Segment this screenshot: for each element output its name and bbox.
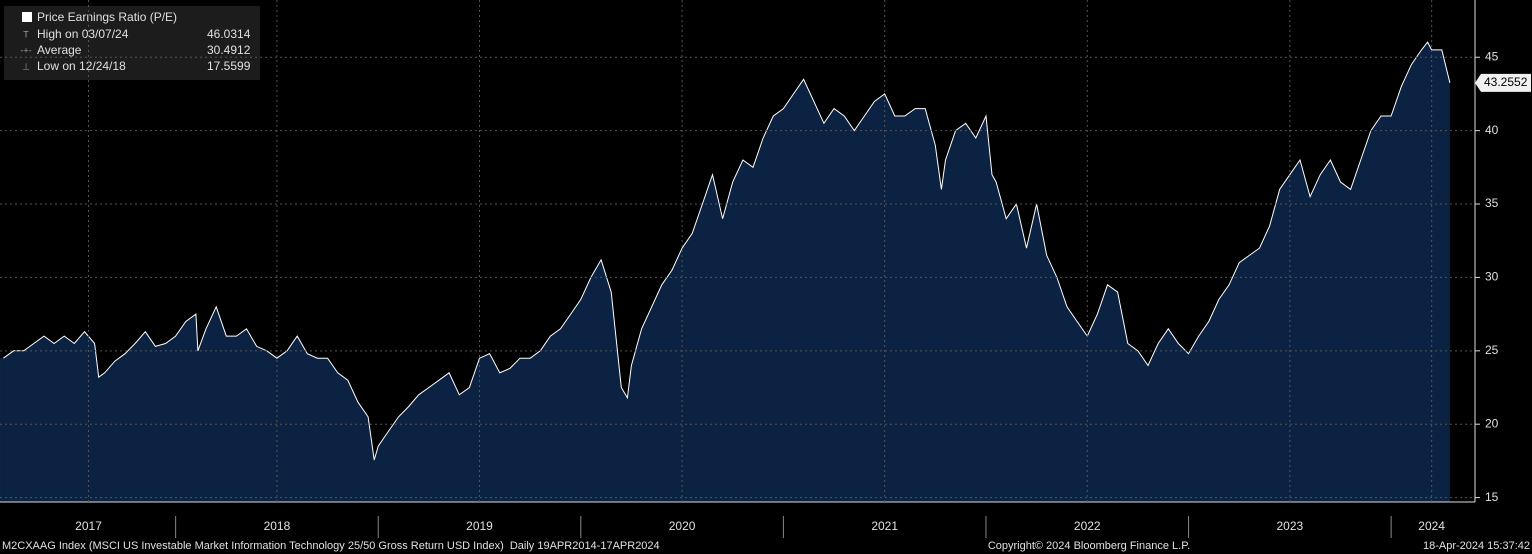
legend-icon: -+- (20, 45, 31, 55)
legend-label: High on 03/07/24 (37, 27, 129, 41)
legend-value: 17.5599 (207, 59, 251, 73)
legend-label: Low on 12/24/18 (37, 59, 126, 73)
y-tick-label: 25 (1485, 343, 1499, 357)
plot-area (0, 41, 1451, 502)
y-tick-label: 15 (1485, 490, 1499, 504)
legend-swatch (22, 12, 32, 22)
x-tick-label: 2021 (871, 519, 898, 533)
area-lead (0, 358, 4, 502)
last-value-box (1475, 73, 1531, 92)
x-tick-label: 2017 (75, 519, 102, 533)
x-tick-label: 2022 (1074, 519, 1101, 533)
x-tick-label: 2019 (466, 519, 493, 533)
legend-box (4, 6, 260, 80)
footer-left: M2CXAAG Index (MSCI US Investable Market… (2, 540, 660, 552)
legend-value: 30.4912 (207, 43, 251, 57)
footer-center: Copyright© 2024 Bloomberg Finance L.P. (988, 540, 1190, 552)
legend-label: Average (37, 43, 82, 57)
y-tick-label: 20 (1485, 416, 1499, 430)
legend-label: Price Earnings Ratio (P/E) (37, 10, 177, 24)
series-line (3, 41, 1451, 461)
y-tick-label: 45 (1485, 49, 1499, 63)
legend: Price Earnings Ratio (P/E) T High on 03/0… (4, 6, 260, 80)
y-tick-label: 30 (1485, 270, 1499, 284)
footer-right: 18-Apr-2024 15:37:42 (1423, 540, 1530, 552)
legend-icon: ⊥ (22, 61, 30, 71)
x-tick-label: 2023 (1276, 519, 1303, 533)
legend-value: 46.0314 (207, 27, 251, 41)
area-fill (3, 42, 1450, 502)
last-value-label: 43.2552 (1484, 75, 1528, 89)
x-tick-label: 2024 (1418, 519, 1445, 533)
y-tick-label: 35 (1485, 196, 1499, 210)
y-tick-label: 40 (1485, 123, 1499, 137)
x-tick-label: 2020 (669, 519, 696, 533)
x-tick-label: 2018 (264, 519, 291, 533)
legend-icon: T (23, 29, 29, 39)
